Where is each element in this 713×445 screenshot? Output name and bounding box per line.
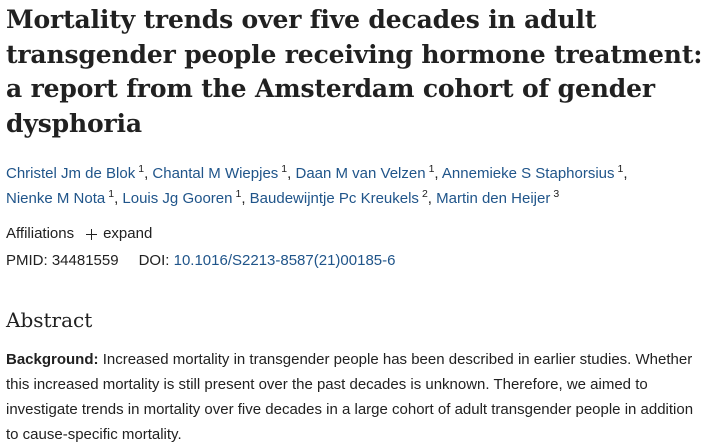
affiliation-ref[interactable]: 1 (138, 163, 145, 175)
background-text: Increased mortality in transgender peopl… (6, 351, 694, 443)
affiliation-ref[interactable]: 1 (428, 163, 435, 175)
author-item: Louis Jg Gooren 1 (122, 188, 242, 207)
pmid-label: PMID: (6, 252, 48, 269)
author-item: Baudewijntje Pc Kreukels 2 (249, 188, 428, 207)
affiliation-ref[interactable]: 1 (235, 188, 242, 200)
author-item: Chantal M Wiepjes 1 (152, 163, 288, 182)
author-item: Nienke M Nota 1 (6, 188, 115, 207)
expand-affiliations-button[interactable]: expand (86, 224, 152, 244)
doi-link[interactable]: 10.1016/S2213-8587(21)00185-6 (173, 252, 396, 269)
author-link[interactable]: Christel Jm de Blok (6, 165, 136, 182)
author-separator: , (623, 165, 628, 182)
affiliation-ref[interactable]: 1 (108, 188, 115, 200)
background-label: Background: (6, 351, 99, 368)
article-title: Mortality trends over five decades in ad… (6, 5, 703, 138)
abstract-heading: Abstract (6, 308, 93, 332)
author-link[interactable]: Martin den Heijer (436, 190, 551, 207)
expand-label: expand (103, 225, 153, 242)
identifiers-row: PMID: 34481559 DOI: 10.1016/S2213-8587(21… (6, 251, 707, 271)
author-link[interactable]: Annemieke S Staphorsius (441, 165, 615, 182)
author-separator: , (114, 190, 123, 207)
author-link[interactable]: Louis Jg Gooren (122, 190, 233, 207)
author-item: Daan M van Velzen 1 (295, 163, 435, 182)
author-separator: , (427, 190, 437, 207)
affiliation-ref[interactable]: 3 (553, 188, 560, 200)
author-link[interactable]: Chantal M Wiepjes (152, 165, 279, 182)
affiliations-row: Affiliations expand (6, 224, 707, 244)
author-separator: , (144, 165, 153, 182)
author-separator: , (434, 165, 442, 182)
author-link[interactable]: Nienke M Nota (6, 190, 106, 207)
author-separator: , (287, 165, 296, 182)
plus-icon (86, 228, 98, 240)
affiliations-label: Affiliations (6, 225, 75, 242)
authors-list: Christel Jm de Blok 1, Chantal M Wiepjes 1… (6, 161, 707, 211)
author-link[interactable]: Baudewijntje Pc Kreukels (249, 190, 419, 207)
author-item: Martin den Heijer 3 (436, 188, 560, 207)
affiliation-ref[interactable]: 2 (421, 188, 428, 200)
abstract-background: Background: Increased mortality in trans… (6, 347, 707, 445)
doi-label: DOI: (138, 252, 170, 269)
author-item: Christel Jm de Blok 1 (6, 163, 145, 182)
affiliation-ref[interactable]: 1 (281, 163, 288, 175)
author-item: Annemieke S Staphorsius 1 (441, 163, 624, 182)
author-separator: , (241, 190, 250, 207)
affiliation-ref[interactable]: 1 (617, 163, 624, 175)
author-link[interactable]: Daan M van Velzen (295, 165, 426, 182)
pmid-value: 34481559 (51, 252, 119, 269)
